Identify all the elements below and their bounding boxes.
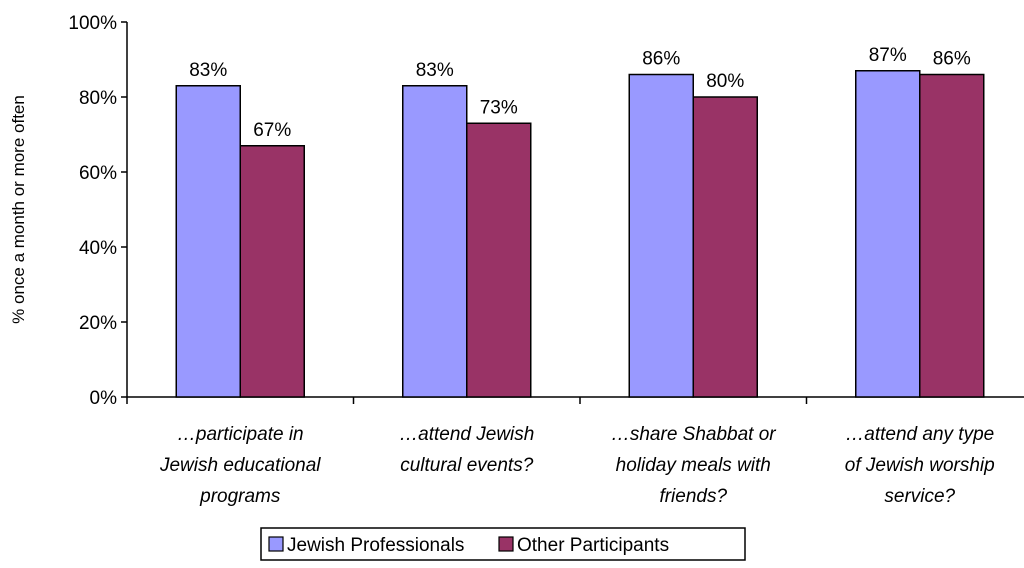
data-label: 83% [416,60,454,81]
data-label: 86% [642,49,680,70]
bar [175,85,241,398]
bar [402,85,468,398]
x-category-label: …attend any type [845,424,994,445]
y-tick-label: 100% [68,13,117,34]
y-tick-label: 40% [79,238,117,259]
x-category-label: programs [199,486,281,507]
y-tick-label: 0% [90,388,118,409]
x-category-label: holiday meals with [616,455,771,476]
legend-entry: Other Participants [517,535,669,556]
legend-swatch [268,536,284,552]
bar [919,73,985,398]
data-label: 80% [706,71,744,92]
y-tick-label: 60% [79,163,117,184]
data-label: 83% [189,60,227,81]
bar [855,70,921,398]
legend-entry: Jewish Professionals [287,535,464,556]
data-label: 86% [933,49,971,70]
x-category-label: Jewish educational [159,455,321,476]
y-axis-title: % once a month or more often [9,95,28,324]
x-category-label: …share Shabbat or [611,424,776,445]
x-category-label: service? [884,486,955,507]
x-category-label: cultural events? [400,455,534,476]
data-label: 87% [869,45,907,66]
data-label: 67% [253,120,291,141]
x-category-label: …participate in [177,424,304,445]
data-label: 73% [480,97,518,118]
bar [692,96,758,398]
x-category-label: …attend Jewish [399,424,534,445]
x-category-label: friends? [659,486,727,507]
bar [628,73,694,398]
x-category-label: of Jewish worship [845,455,995,476]
bar [466,122,532,398]
y-tick-label: 20% [79,313,117,334]
bar [239,145,305,398]
y-tick-label: 80% [79,88,117,109]
legend-swatch [498,536,514,552]
